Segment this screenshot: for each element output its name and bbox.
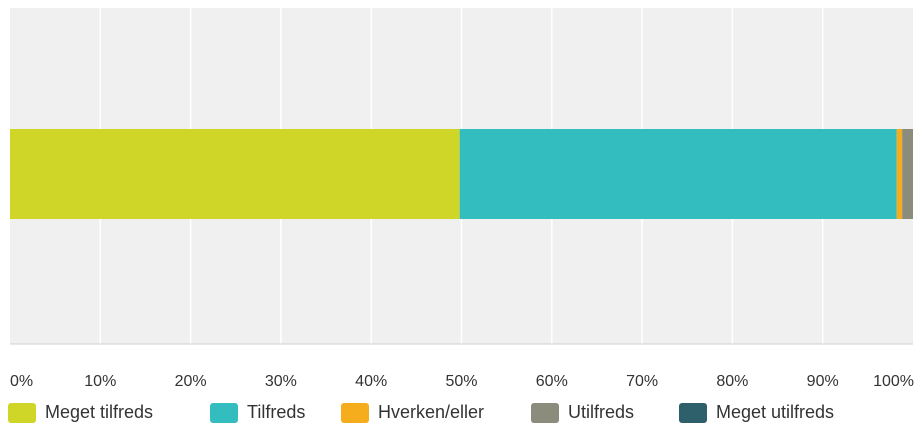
legend-item: Meget tilfreds: [8, 402, 153, 423]
legend: Meget tilfreds Tilfreds Hverken/eller Utilf…: [0, 400, 917, 424]
x-tick-label: 100%: [873, 373, 914, 390]
x-tick-label: 10%: [84, 373, 116, 390]
x-tick-label: 0%: [10, 373, 33, 390]
legend-swatch: [679, 402, 707, 423]
legend-swatch: [531, 402, 559, 423]
legend-label: Utilfreds: [568, 402, 635, 422]
legend-swatch: [210, 402, 238, 423]
legend-item: Hverken/eller: [341, 402, 484, 423]
bar-segment-1: [459, 129, 897, 219]
legend-swatch: [8, 402, 36, 423]
legend-item: Tilfreds: [210, 402, 305, 423]
bar-segment-3: [902, 129, 913, 219]
x-tick-label: 20%: [175, 373, 207, 390]
stacked-bar-chart: 0% 10% 20% 30% 40% 50% 60% 70% 80% 90% 100%: [10, 8, 914, 390]
legend-label: Meget utilfreds: [716, 402, 835, 422]
x-tick-label: 80%: [716, 373, 748, 390]
legend-label: Meget tilfreds: [45, 402, 154, 422]
x-tick-label: 90%: [807, 373, 839, 390]
x-tick-label: 70%: [626, 373, 658, 390]
x-tick-label: 30%: [265, 373, 297, 390]
legend-swatch: [341, 402, 369, 423]
legend-label: Tilfreds: [247, 402, 306, 422]
x-tick-label: 50%: [445, 373, 477, 390]
bar-segments: [10, 129, 913, 219]
x-tick-labels: 0% 10% 20% 30% 40% 50% 60% 70% 80% 90% 100%: [10, 373, 914, 390]
bar-segment-0: [10, 129, 460, 219]
x-tick-label: 60%: [536, 373, 568, 390]
bar-segment-2: [896, 129, 903, 219]
legend-item: Utilfreds: [531, 402, 634, 423]
legend-item: Meget utilfreds: [679, 402, 834, 423]
legend-label: Hverken/eller: [378, 402, 485, 422]
x-tick-label: 40%: [355, 373, 387, 390]
